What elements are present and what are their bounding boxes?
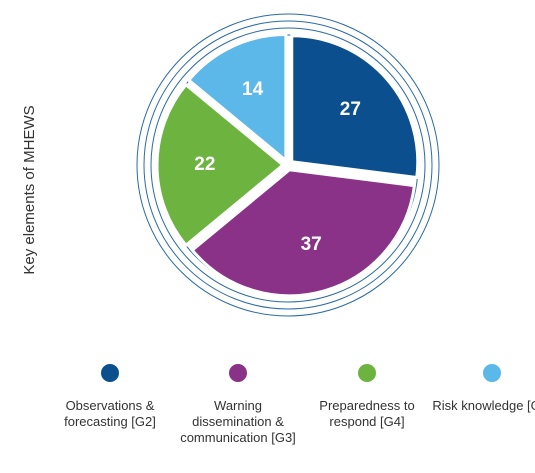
legend-label: Observations & forecasting [G2] xyxy=(64,398,156,429)
y-axis-label: Key elements of MHEWS xyxy=(21,105,38,274)
pie-slice xyxy=(190,168,417,298)
legend-item: Warning dissemination & communication [G… xyxy=(178,364,298,446)
pie-slice xyxy=(155,82,286,248)
slice-label: 14 xyxy=(242,79,264,100)
pie-slice xyxy=(186,32,288,164)
pie-area: Key elements of MHEWS 27 37 22 14 xyxy=(21,13,440,317)
legend-swatch xyxy=(229,364,247,382)
ring xyxy=(143,20,433,310)
legend-item: Preparedness to respond [G4] xyxy=(307,364,427,430)
legend-label: Preparedness to respond [G4] xyxy=(319,398,415,429)
legend-swatch xyxy=(358,364,376,382)
ring xyxy=(150,27,426,303)
slice-label: 27 xyxy=(340,99,361,120)
pie-slice xyxy=(290,34,420,180)
legend-label: Risk knowledge [G5] xyxy=(432,398,535,413)
legend-label: Warning dissemination & communication [G… xyxy=(180,398,296,445)
ring xyxy=(136,13,440,317)
slice-label: 37 xyxy=(301,234,322,255)
legend-item: Risk knowledge [G5] xyxy=(432,364,535,414)
legend-swatch xyxy=(483,364,501,382)
legend-swatch xyxy=(101,364,119,382)
legend-item: Observations & forecasting [G2] xyxy=(50,364,170,430)
slice-label: 22 xyxy=(194,154,215,175)
